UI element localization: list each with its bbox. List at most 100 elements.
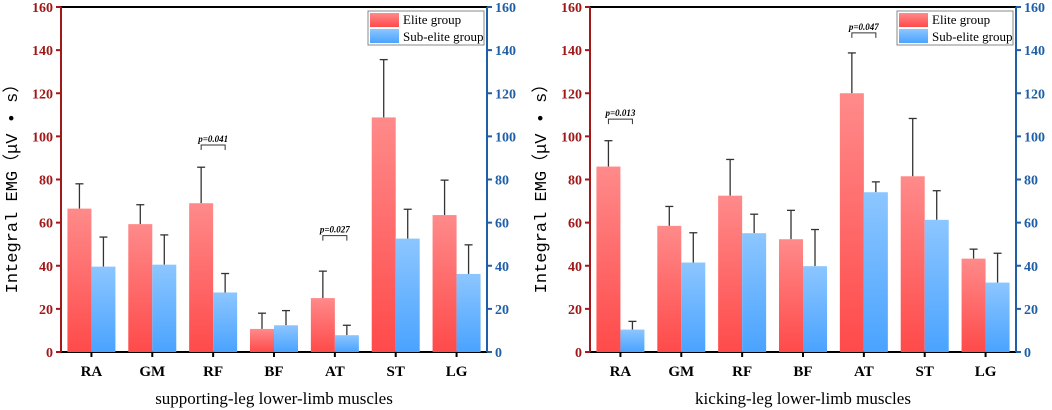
x-tick-label: RA: [81, 364, 103, 380]
x-axis-title: supporting-leg lower-limb muscles: [155, 389, 393, 408]
right-y-tick-label: 100: [495, 130, 516, 145]
left-y-tick-label: 80: [39, 174, 53, 189]
significance-bracket: [851, 32, 877, 38]
elite-bar-gm: [657, 225, 682, 352]
legend-label-elite: Elite group: [403, 12, 461, 27]
sub-elite-bar-bf: [803, 266, 827, 352]
left-y-tick-label: 120: [561, 87, 582, 102]
p-value-label: p=0.047: [848, 22, 879, 32]
right-y-tick-label: 80: [1024, 174, 1038, 189]
elite-bar-at: [310, 298, 335, 352]
right-y-tick-label: 60: [1024, 217, 1038, 232]
x-tick-label: BF: [264, 364, 283, 380]
left-y-tick-label: 20: [568, 303, 582, 318]
legend-label-sub-elite: Sub-elite group: [403, 29, 484, 44]
sub-elite-bar-gm: [152, 264, 177, 352]
elite-bar-rf: [189, 203, 214, 352]
x-tick-label: AT: [325, 364, 345, 380]
p-value-label: p=0.013: [604, 108, 635, 118]
elite-bar-lg: [432, 215, 457, 352]
left-y-tick-label: 0: [46, 346, 53, 361]
left-y-tick-label: 60: [568, 217, 582, 232]
x-tick-label: BF: [793, 364, 812, 380]
y-axis-title: Integral EMG（μV • s）: [2, 76, 23, 294]
right-y-tick-label: 80: [495, 174, 509, 189]
right-y-tick-label: 60: [495, 217, 509, 232]
elite-bar-ra: [67, 208, 92, 352]
sub-elite-bar-lg: [456, 273, 481, 352]
right-y-tick-label: 0: [495, 346, 502, 361]
right-y-tick-label: 160: [1024, 1, 1045, 16]
legend-swatch-elite: [370, 13, 399, 27]
left-y-tick-label: 160: [32, 1, 53, 16]
elite-bar-st: [371, 117, 396, 353]
elite-bar-bf: [250, 328, 274, 352]
sub-elite-bar-at: [334, 335, 359, 352]
left-y-tick-label: 40: [39, 260, 53, 275]
p-value-label: p=0.027: [319, 225, 350, 235]
x-tick-label: ST: [916, 364, 934, 380]
legend-swatch-sub-elite: [370, 29, 399, 43]
p-value-label: p=0.041: [197, 134, 228, 144]
x-tick-label: RF: [732, 364, 752, 380]
sub-elite-bar-st: [395, 238, 420, 352]
legend-swatch-elite: [899, 13, 928, 27]
elite-bar-bf: [779, 239, 803, 352]
left-y-tick-label: 60: [39, 217, 53, 232]
x-tick-label: AT: [854, 364, 874, 380]
elite-bar-at: [839, 93, 864, 352]
elite-bar-rf: [718, 195, 743, 352]
sub-elite-bar-gm: [681, 262, 706, 352]
sub-elite-bar-ra: [620, 329, 645, 352]
elite-bar-ra: [596, 166, 621, 352]
right-y-tick-label: 120: [1024, 87, 1045, 102]
sub-elite-bar-at: [863, 192, 888, 352]
right-y-tick-label: 0: [1024, 346, 1031, 361]
right-y-tick-label: 20: [1024, 303, 1038, 318]
elite-bar-st: [900, 176, 925, 352]
significance-bracket: [322, 235, 348, 241]
x-tick-label: LG: [975, 364, 997, 380]
elite-bar-gm: [128, 224, 153, 352]
significance-bracket: [607, 118, 633, 125]
chart-1: 0 0 20 20 40 40 60 60 80 80 100 100 120 120 140 140 160 1…: [2, 1, 516, 408]
right-y-tick-label: 20: [495, 303, 509, 318]
legend-label-elite: Elite group: [932, 12, 990, 27]
left-y-tick-label: 100: [32, 130, 53, 145]
right-y-tick-label: 40: [495, 260, 509, 275]
left-y-tick-label: 140: [32, 44, 53, 59]
x-tick-label: RF: [203, 364, 223, 380]
legend-label-sub-elite: Sub-elite group: [932, 29, 1013, 44]
x-axis-title: kicking-leg lower-limb muscles: [695, 389, 911, 408]
sub-elite-bar-st: [924, 219, 949, 352]
right-y-tick-label: 140: [1024, 44, 1045, 59]
sub-elite-bar-bf: [274, 325, 298, 352]
legend-swatch-sub-elite: [899, 29, 928, 43]
sub-elite-bar-rf: [213, 292, 238, 352]
left-y-tick-label: 40: [568, 260, 582, 275]
sub-elite-bar-ra: [91, 266, 116, 352]
x-tick-label: ST: [387, 364, 405, 380]
significance-bracket: [200, 144, 226, 150]
left-y-tick-label: 100: [561, 130, 582, 145]
right-y-tick-label: 120: [495, 87, 516, 102]
left-y-tick-label: 140: [561, 44, 582, 59]
x-tick-label: LG: [446, 364, 468, 380]
sub-elite-bar-rf: [742, 233, 767, 352]
sub-elite-bar-lg: [985, 282, 1010, 352]
x-tick-label: GM: [668, 364, 694, 380]
right-y-tick-label: 40: [1024, 260, 1038, 275]
x-tick-label: GM: [139, 364, 165, 380]
left-y-tick-label: 0: [575, 346, 582, 361]
right-y-tick-label: 100: [1024, 130, 1045, 145]
chart-2: 0 0 20 20 40 40 60 60 80 80 100 100 120 120 140 140 160 1…: [531, 1, 1045, 408]
x-tick-label: RA: [610, 364, 632, 380]
right-y-tick-label: 160: [495, 1, 516, 16]
left-y-tick-label: 120: [32, 87, 53, 102]
right-y-tick-label: 140: [495, 44, 516, 59]
elite-bar-lg: [961, 258, 986, 352]
left-y-tick-label: 160: [561, 1, 582, 16]
left-y-tick-label: 20: [39, 303, 53, 318]
